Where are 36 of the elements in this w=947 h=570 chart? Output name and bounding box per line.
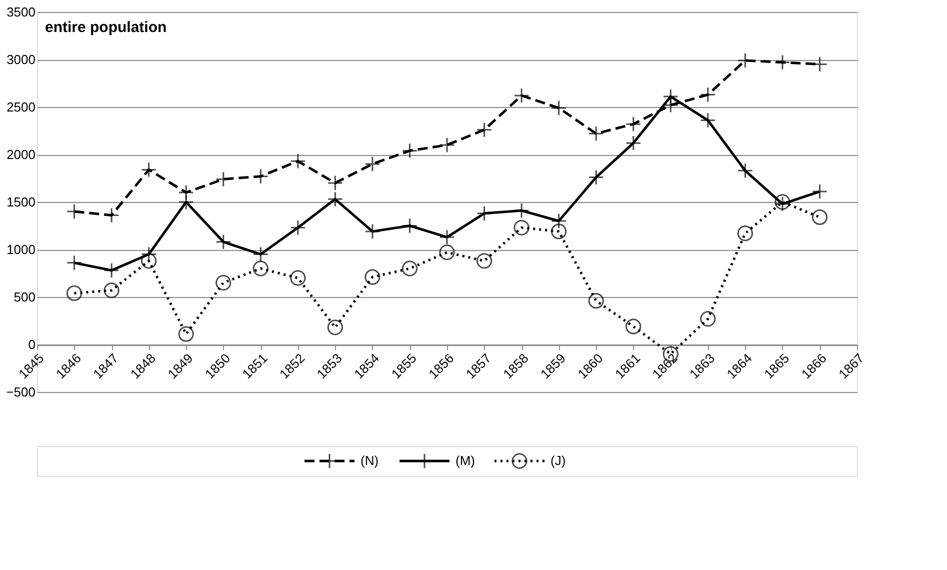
legend-label: (N) [360,453,379,468]
point [402,260,418,276]
point [327,175,344,191]
point [550,224,567,240]
point [216,274,232,291]
point [104,282,120,298]
point [588,292,604,309]
point [626,318,642,334]
point [812,209,828,226]
point [364,269,380,285]
y-tick-label: −500 [6,384,36,400]
point [364,156,380,172]
y-tick-label: 2000 [6,147,36,162]
point [588,126,604,142]
point [514,220,530,236]
point [252,260,268,276]
point [327,320,344,336]
legend-label: (M) [456,453,475,468]
point [476,253,492,269]
point [737,226,754,242]
y-tick-label: 500 [14,290,36,304]
y-tick-label: 3500 [6,4,36,20]
legend-label: (J) [550,453,566,468]
point [700,311,716,327]
point [178,326,194,342]
chart-title: entire population [45,19,167,36]
point [439,137,455,153]
point [140,253,157,269]
y-tick-label: 0 [28,337,36,352]
point [290,270,306,286]
y-tick-label: 3000 [6,52,36,67]
point [439,244,455,260]
y-tick-label: 1500 [6,194,36,210]
point [66,285,82,302]
y-tick-label: 1000 [6,242,36,257]
y-tick-label: 2500 [6,100,36,114]
